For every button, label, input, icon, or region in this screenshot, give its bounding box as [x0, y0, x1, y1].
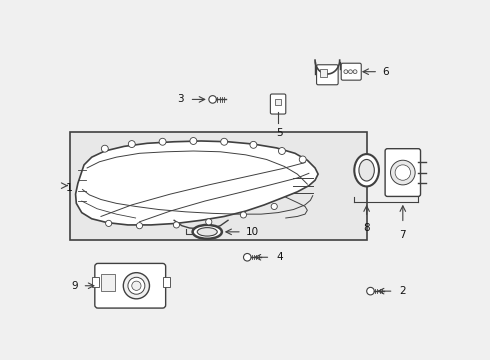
Circle shape — [344, 70, 348, 73]
Text: 3: 3 — [177, 94, 183, 104]
FancyBboxPatch shape — [385, 149, 420, 197]
Ellipse shape — [193, 225, 222, 239]
Circle shape — [278, 148, 285, 154]
Text: 8: 8 — [363, 223, 370, 233]
Circle shape — [128, 141, 135, 148]
Text: 5: 5 — [276, 128, 283, 138]
Ellipse shape — [197, 228, 217, 236]
Ellipse shape — [359, 159, 374, 181]
Circle shape — [250, 141, 257, 148]
Bar — [92, 277, 99, 287]
Bar — [70, 132, 367, 239]
Circle shape — [101, 145, 108, 152]
FancyBboxPatch shape — [270, 94, 286, 114]
Circle shape — [348, 70, 352, 73]
Text: 7: 7 — [399, 230, 406, 239]
Text: 9: 9 — [71, 281, 78, 291]
Polygon shape — [75, 141, 318, 225]
Text: 10: 10 — [245, 227, 259, 237]
Circle shape — [206, 219, 212, 225]
Circle shape — [136, 222, 143, 229]
Bar — [320, 69, 327, 77]
Circle shape — [106, 220, 112, 226]
Circle shape — [391, 160, 415, 185]
Bar — [163, 277, 171, 287]
Text: 4: 4 — [276, 252, 283, 262]
Text: 1: 1 — [66, 183, 74, 193]
FancyBboxPatch shape — [341, 63, 361, 80]
Ellipse shape — [354, 154, 379, 186]
Circle shape — [209, 96, 217, 103]
Circle shape — [128, 277, 145, 294]
Circle shape — [159, 138, 166, 145]
Bar — [101, 274, 115, 291]
Circle shape — [353, 70, 357, 73]
Circle shape — [220, 138, 228, 145]
Text: 2: 2 — [400, 286, 406, 296]
Bar — [275, 99, 281, 105]
Circle shape — [240, 212, 246, 218]
Circle shape — [271, 203, 277, 210]
FancyBboxPatch shape — [317, 65, 338, 85]
Text: 6: 6 — [382, 67, 389, 77]
Circle shape — [132, 281, 141, 291]
Circle shape — [367, 287, 374, 295]
Circle shape — [299, 156, 306, 163]
Circle shape — [244, 253, 251, 261]
Circle shape — [123, 273, 149, 299]
Circle shape — [190, 138, 197, 144]
FancyBboxPatch shape — [95, 264, 166, 308]
Circle shape — [173, 222, 179, 228]
Circle shape — [395, 165, 411, 180]
